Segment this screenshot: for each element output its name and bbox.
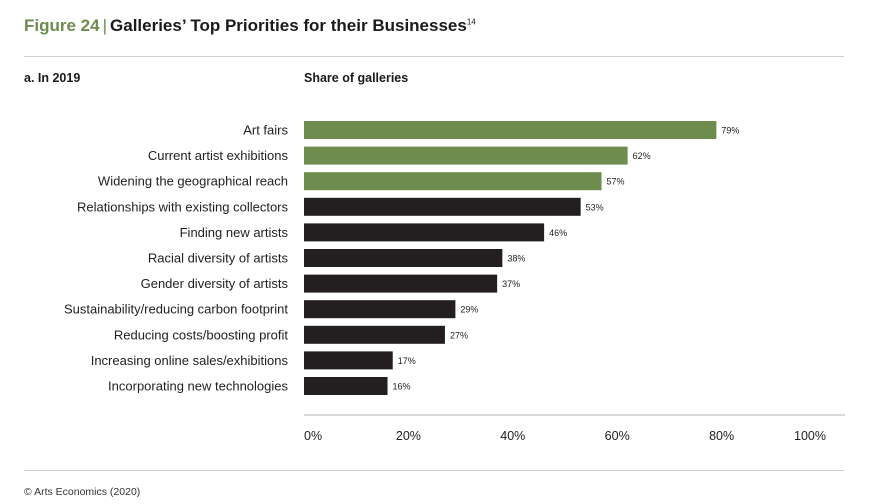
category-label: Current artist exhibitions — [148, 148, 289, 163]
value-label: 27% — [450, 330, 468, 340]
category-label: Gender diversity of artists — [141, 276, 289, 291]
figure-title: Figure 24 | Galleries’ Top Priorities for … — [24, 16, 476, 36]
x-tick-label: 80% — [709, 429, 734, 443]
figure-number: Figure 24 — [24, 16, 100, 35]
x-tick-label: 0% — [304, 429, 322, 443]
value-label: 17% — [398, 356, 416, 366]
category-label: Widening the geographical reach — [98, 174, 288, 189]
value-label: 46% — [549, 228, 567, 238]
bottom-divider — [24, 470, 844, 471]
category-label: Relationships with existing collectors — [77, 199, 288, 214]
x-tick-label: 40% — [500, 429, 525, 443]
figure-separator: | — [102, 16, 108, 35]
figure-title-text: Galleries’ Top Priorities for their Busi… — [110, 16, 467, 35]
category-label: Racial diversity of artists — [148, 251, 289, 266]
category-label: Reducing costs/boosting profit — [114, 327, 289, 342]
chart-title: Share of galleries — [304, 71, 409, 85]
x-tick-label: 20% — [396, 429, 421, 443]
value-label: 38% — [507, 254, 525, 264]
panel-label: a. In 2019 — [24, 71, 81, 85]
bar — [304, 197, 581, 216]
category-label: Sustainability/reducing carbon footprint — [64, 302, 288, 317]
bar — [304, 325, 445, 344]
category-label: Art fairs — [243, 123, 288, 138]
value-label: 29% — [460, 305, 478, 315]
bar — [304, 146, 628, 165]
bar — [304, 223, 545, 242]
x-tick-label: 100% — [794, 429, 826, 443]
bar — [304, 300, 456, 319]
bar — [304, 351, 393, 370]
bar-chart: Art fairs 79% Current artist exhibitions 62… — [64, 121, 845, 443]
value-label: 53% — [586, 202, 604, 212]
top-divider — [24, 56, 844, 57]
category-label: Incorporating new technologies — [108, 379, 288, 394]
bar — [304, 121, 717, 139]
figure-footnote: 14 — [466, 17, 476, 27]
value-label: 37% — [502, 279, 520, 289]
bar — [304, 249, 503, 267]
value-label: 62% — [633, 151, 651, 161]
value-label: 16% — [393, 382, 411, 392]
category-label: Finding new artists — [180, 225, 289, 240]
x-tick-label: 60% — [605, 429, 630, 443]
bar — [304, 377, 388, 395]
value-label: 79% — [721, 126, 739, 136]
source-credit: © Arts Economics (2020) — [24, 486, 141, 498]
value-label: 57% — [607, 177, 625, 187]
bar — [304, 172, 602, 191]
bar — [304, 274, 498, 293]
category-label: Increasing online sales/exhibitions — [91, 353, 289, 368]
